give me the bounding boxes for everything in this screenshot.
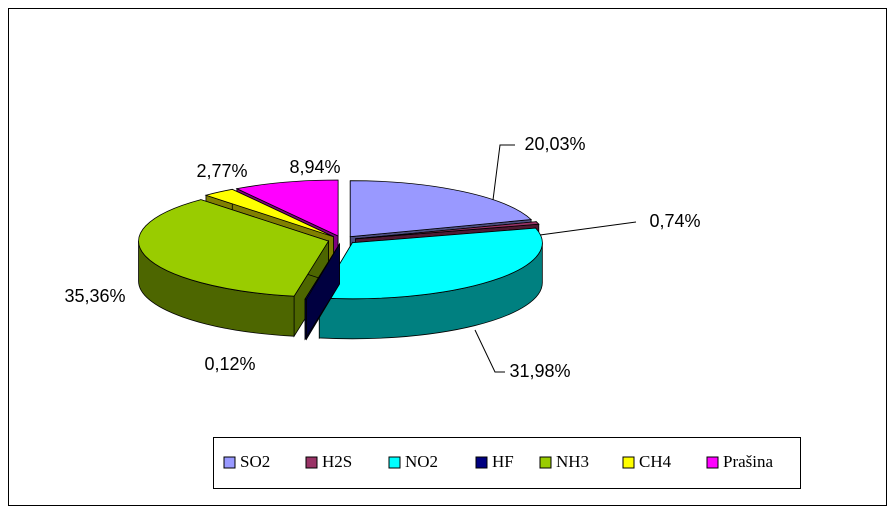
legend-swatch	[388, 456, 401, 469]
leader-line	[492, 144, 515, 201]
slice-top	[349, 180, 533, 238]
data-label: 20,03%	[524, 134, 585, 154]
legend-swatch	[622, 456, 635, 469]
legend-swatch	[475, 456, 488, 469]
legend-label: HF	[492, 452, 514, 471]
data-label: 8,94%	[289, 157, 340, 177]
data-labels: 20,03% 0,74% 31,98% 0,12% 35,36% 2,77% 8,94%	[64, 134, 700, 381]
slice-top	[138, 199, 330, 297]
legend-label: NH3	[556, 452, 589, 471]
data-label: 0,12%	[204, 354, 255, 374]
data-label: 31,98%	[509, 361, 570, 381]
slice	[304, 242, 340, 341]
slice-top	[318, 227, 543, 300]
pie	[138, 179, 543, 341]
legend-label: Prašina	[723, 452, 774, 471]
legend-swatch	[706, 456, 719, 469]
slice-top	[304, 243, 340, 300]
slice-top	[355, 221, 540, 240]
legend-swatch	[305, 456, 318, 469]
data-label: 0,74%	[649, 211, 700, 231]
legend-swatch	[223, 456, 236, 469]
slice-top	[204, 188, 334, 238]
legend-label: H2S	[322, 452, 352, 471]
slice-side	[304, 298, 307, 340]
data-label: 35,36%	[64, 286, 125, 306]
slice-top	[235, 179, 339, 237]
slice	[318, 227, 543, 340]
legend-label: CH4	[639, 452, 672, 471]
leader-line	[539, 221, 637, 236]
legend: SO2 H2S NO2 HF NH3 CH4 Prašina	[223, 452, 774, 471]
legend-swatch	[539, 456, 552, 469]
legend-label: NO2	[405, 452, 438, 471]
slice	[138, 199, 330, 338]
data-label: 2,77%	[196, 161, 247, 181]
leader-line	[474, 329, 505, 373]
legend-label: SO2	[240, 452, 270, 471]
